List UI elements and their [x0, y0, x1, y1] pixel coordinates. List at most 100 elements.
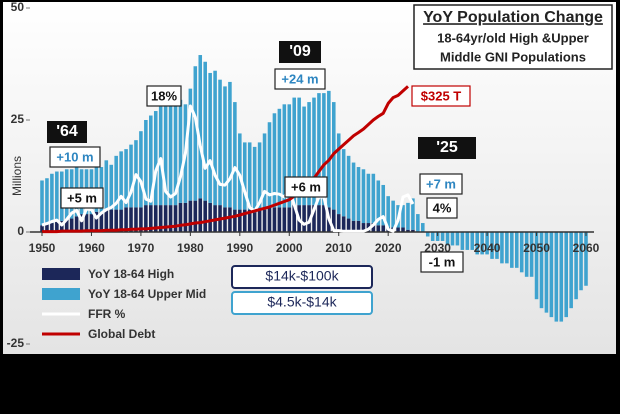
bar: [435, 232, 440, 241]
bar: [421, 223, 425, 232]
value-label-box: [419, 173, 463, 195]
bar: [114, 155, 118, 210]
bar: [336, 133, 341, 215]
bar: [292, 205, 296, 232]
x-tick-label: 1990: [226, 241, 253, 255]
bar: [282, 207, 287, 232]
callout: '09: [289, 43, 311, 60]
bar: [460, 232, 465, 250]
bar: [356, 167, 361, 221]
bar: [559, 232, 564, 322]
bar: [69, 218, 74, 232]
bar: [198, 55, 203, 199]
bar: [514, 232, 519, 268]
bar: [490, 232, 494, 259]
chart-subtitle: 18-64yr/old High &Upper: [437, 30, 589, 45]
legend-label: FFR %: [88, 307, 126, 321]
bar: [366, 173, 371, 224]
x-tick-label: 2000: [276, 241, 303, 255]
bar: [336, 214, 341, 232]
bar: [485, 232, 489, 255]
value-label: +5 m: [67, 190, 97, 205]
bar: [178, 99, 183, 203]
bar: [242, 209, 247, 232]
value-label: +6 m: [291, 179, 321, 194]
bar: [425, 232, 430, 237]
bar: [228, 207, 232, 232]
bar: [312, 97, 316, 206]
bar: [302, 205, 306, 232]
bar: [124, 207, 128, 232]
bar: [406, 202, 410, 230]
bar: [317, 93, 321, 206]
bar: [455, 232, 460, 246]
bar: [475, 232, 479, 255]
bar: [153, 111, 158, 206]
bar: [480, 232, 484, 255]
bar: [218, 79, 222, 206]
bar: [327, 90, 331, 208]
x-tick-label: 2040: [474, 241, 501, 255]
x-tick-label: 1950: [29, 241, 56, 255]
bar: [584, 232, 588, 286]
bar: [94, 211, 99, 232]
bar: [322, 93, 326, 206]
bar: [430, 232, 435, 241]
bar: [45, 223, 49, 232]
legend-note-box: [231, 291, 373, 315]
bar: [524, 232, 529, 277]
bar: [381, 225, 386, 232]
bar: [579, 232, 583, 291]
legend-note-box: [231, 265, 373, 289]
bar: [386, 196, 390, 228]
bar: [346, 155, 351, 219]
bar: [406, 229, 410, 232]
legend-label: YoY 18-64 High: [88, 267, 174, 281]
bar: [50, 223, 54, 232]
x-tick-label: 2010: [325, 241, 352, 255]
bar: [129, 207, 133, 232]
bar: [287, 207, 292, 232]
bar: [272, 207, 277, 232]
bar: [292, 97, 296, 206]
bar: [163, 106, 168, 206]
bar: [262, 133, 267, 210]
value-label: 4%: [433, 200, 452, 215]
bar: [84, 214, 89, 232]
bar: [193, 200, 198, 232]
bar: [341, 216, 346, 232]
bar: [282, 104, 287, 208]
bar: [208, 72, 212, 203]
bar: [361, 169, 366, 224]
bar: [203, 200, 207, 232]
bar: [124, 149, 128, 208]
bar: [465, 232, 470, 250]
bar: [119, 209, 123, 232]
legend-swatch: [42, 288, 80, 300]
value-label-box: [274, 68, 326, 90]
bar: [544, 232, 549, 313]
value-label: +7 m: [426, 176, 456, 191]
value-label: +24 m: [281, 71, 318, 86]
legend-note: $4.5k-$14k: [267, 294, 337, 310]
bar: [139, 207, 143, 232]
bar: [510, 232, 514, 268]
bar: [247, 209, 252, 232]
value-label-box: [49, 146, 101, 168]
value-label: +10 m: [56, 149, 93, 164]
bar: [505, 232, 509, 264]
bar: [45, 178, 49, 224]
bar: [233, 209, 237, 232]
bar: [267, 122, 272, 208]
bar: [203, 61, 207, 201]
bar: [104, 209, 109, 232]
value-label: -1 m: [429, 254, 456, 269]
bar: [411, 198, 415, 230]
bar: [158, 106, 163, 206]
bar: [564, 232, 568, 318]
chart-subtitle: Middle GNI Populations: [440, 49, 586, 64]
bar: [144, 120, 148, 206]
bar: [529, 232, 534, 277]
bar: [341, 149, 346, 217]
